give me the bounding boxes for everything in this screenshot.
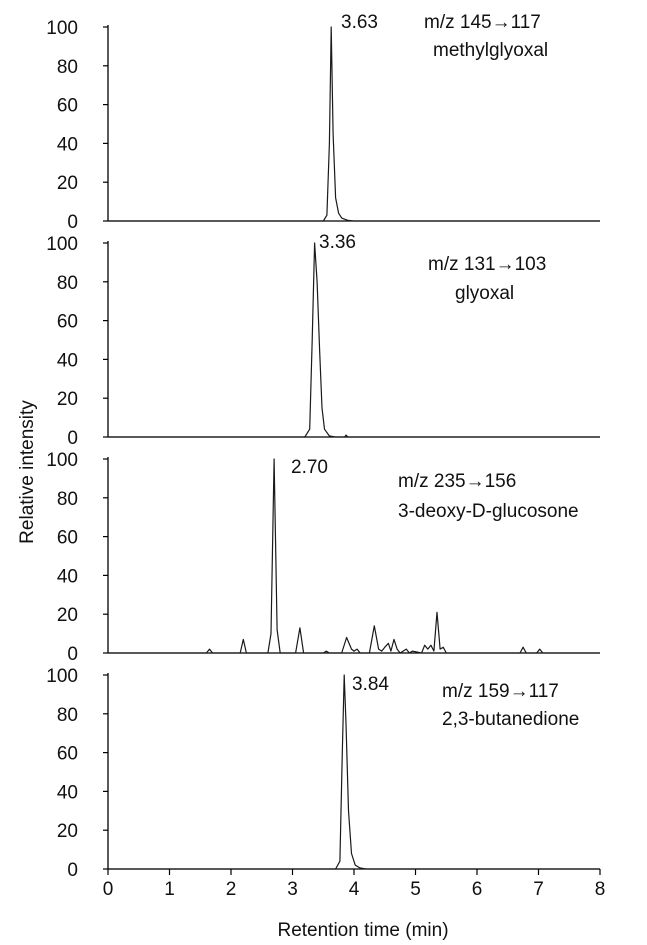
y-tick-label: 80 xyxy=(57,57,78,78)
chromatogram-trace xyxy=(108,674,600,870)
y-tick-label: 0 xyxy=(67,212,78,233)
panel-transition: m/z 145→117 xyxy=(424,12,541,33)
peak-retention-label: 3.84 xyxy=(352,674,389,695)
y-tick-label: 40 xyxy=(57,566,78,587)
chromatogram-trace xyxy=(108,458,600,654)
panel-methylglyoxal: m/z 145→117 methylglyoxal 3.63 0 20 40 60 80… xyxy=(46,12,600,233)
x-tick-label: 4 xyxy=(349,879,360,900)
x-tick-label: 7 xyxy=(533,879,544,900)
panel-2-3-butanedione: m/z 159→117 2,3-butanedione 3.84 0 20 40 60… xyxy=(46,666,600,881)
y-tick-label: 100 xyxy=(46,666,78,687)
y-tick-label: 100 xyxy=(46,18,78,39)
y-tick-label: 60 xyxy=(57,744,78,765)
x-tick-label: 3 xyxy=(287,879,298,900)
x-tick-label: 2 xyxy=(226,879,237,900)
x-tick-label: 8 xyxy=(595,879,606,900)
peak-retention-label: 2.70 xyxy=(291,457,328,478)
peak-retention-label: 3.63 xyxy=(341,12,378,33)
panel-compound: glyoxal xyxy=(455,283,514,304)
y-tick-label: 100 xyxy=(46,450,78,471)
panel-glyoxal: m/z 131→103 glyoxal 3.36 0 20 40 60 80 100 xyxy=(46,232,600,449)
y-tick-label: 60 xyxy=(57,528,78,549)
panel-transition: m/z 235→156 xyxy=(398,471,516,492)
y-tick-label: 20 xyxy=(57,821,78,842)
y-tick-label: 60 xyxy=(57,312,78,333)
x-tick-label: 5 xyxy=(410,879,421,900)
chromatogram-trace xyxy=(108,26,600,222)
y-tick-label: 0 xyxy=(67,860,78,881)
x-tick-label: 1 xyxy=(164,879,175,900)
panel-transition: m/z 131→103 xyxy=(428,254,546,275)
x-axis-title: Retention time (min) xyxy=(277,920,448,941)
panel-3-deoxy-d-glucosone: m/z 235→156 3-deoxy-D-glucosone 2.70 0 20… xyxy=(46,450,600,665)
chromatogram-trace xyxy=(108,242,600,438)
y-tick-label: 20 xyxy=(57,173,78,194)
y-axis-title: Relative intensity xyxy=(17,400,38,544)
y-tick-label: 40 xyxy=(57,134,78,155)
x-tick-label: 0 xyxy=(103,879,114,900)
panel-compound: 3-deoxy-D-glucosone xyxy=(398,501,579,522)
y-tick-label: 80 xyxy=(57,273,78,294)
y-tick-label: 0 xyxy=(67,644,78,665)
panel-compound: methylglyoxal xyxy=(433,40,548,61)
y-tick-label: 20 xyxy=(57,605,78,626)
y-tick-label: 40 xyxy=(57,350,78,371)
y-tick-label: 80 xyxy=(57,705,78,726)
y-tick-label: 20 xyxy=(57,389,78,410)
y-tick-label: 60 xyxy=(57,96,78,117)
x-axis: 0 1 2 3 4 5 6 7 8 xyxy=(103,869,606,900)
y-tick-label: 80 xyxy=(57,489,78,510)
panel-compound: 2,3-butanedione xyxy=(442,709,579,730)
y-tick-label: 0 xyxy=(67,428,78,449)
y-tick-label: 100 xyxy=(46,234,78,255)
panel-transition: m/z 159→117 xyxy=(442,681,559,702)
x-tick-label: 6 xyxy=(472,879,483,900)
peak-retention-label: 3.36 xyxy=(319,232,356,253)
y-tick-label: 40 xyxy=(57,782,78,803)
